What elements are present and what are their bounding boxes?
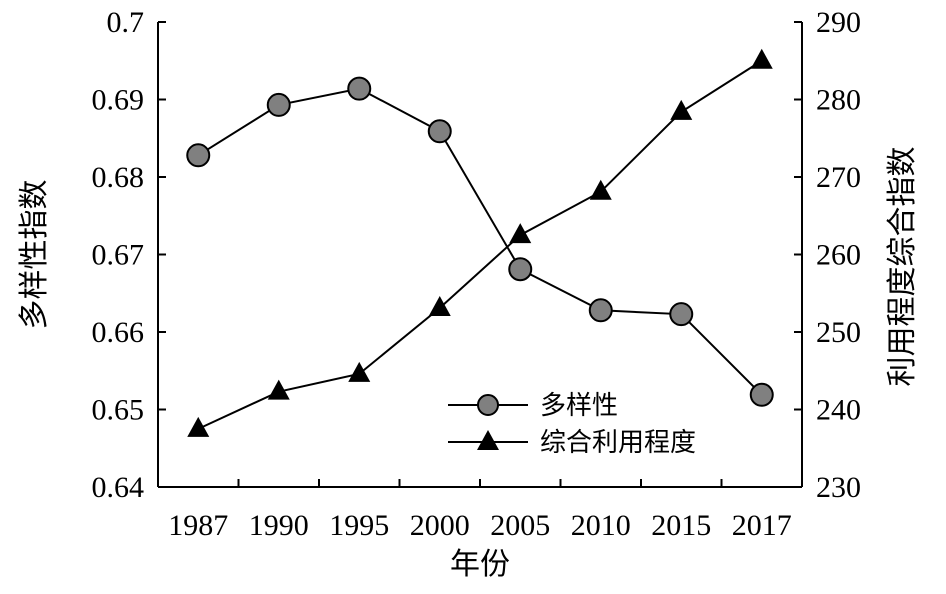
y-left-tick-label: 0.65: [92, 394, 145, 427]
legend-label: 多样性: [540, 391, 618, 421]
legend-label: 综合利用程度: [540, 428, 696, 458]
y-left-tick-label: 0.67: [92, 239, 145, 272]
data-point-circle: [347, 76, 372, 101]
y-right-tick-label: 230: [816, 471, 861, 504]
y-right-tick-label: 250: [816, 316, 861, 349]
x-tick-label: 1995: [329, 509, 389, 542]
y-left-tick-label: 0.7: [107, 6, 145, 39]
data-point-triangle: [267, 379, 290, 400]
data-point-circle: [669, 302, 694, 327]
series-markers: [186, 48, 774, 437]
x-tick-label: 2005: [490, 509, 550, 542]
y-left-tick-label: 0.66: [92, 316, 145, 349]
data-point-circle: [266, 92, 291, 117]
data-point-circle: [186, 143, 211, 168]
y-right-tick-label: 260: [816, 239, 861, 272]
y-right-tick-label: 240: [816, 394, 861, 427]
legend-circle-marker: [477, 394, 499, 416]
data-point-triangle: [509, 223, 532, 244]
y-left-tick-label: 0.64: [92, 471, 145, 504]
x-tick-label: 2015: [651, 509, 711, 542]
x-tick-label: 2000: [410, 509, 470, 542]
tick-marks: [157, 21, 803, 488]
y-right-tick-label: 270: [816, 161, 861, 194]
data-point-triangle: [428, 295, 451, 316]
series-lines: [197, 59, 763, 430]
data-point-triangle: [670, 99, 693, 120]
data-point-triangle: [589, 179, 612, 200]
y-right-tick-label: 290: [816, 6, 861, 39]
data-point-circle: [588, 298, 613, 323]
x-tick-label: 1987: [168, 509, 228, 542]
data-point-circle: [427, 119, 452, 144]
data-point-circle: [749, 382, 774, 407]
y-right-tick-label: 280: [816, 84, 861, 117]
x-tick-label: 2017: [732, 509, 792, 542]
data-point-triangle: [187, 416, 210, 437]
series-line-2: [197, 59, 763, 430]
data-point-triangle: [348, 361, 371, 382]
x-tick-label: 1990: [249, 509, 309, 542]
y-axis-right-title: 利用程度综合指数: [885, 147, 920, 387]
axes: [157, 22, 803, 488]
x-axis-title: 年份: [450, 547, 510, 582]
data-point-triangle: [750, 48, 773, 69]
y-axis-left-title: 多样性指数: [17, 180, 52, 330]
series-line-1: [197, 87, 763, 396]
data-point-circle: [508, 257, 533, 282]
tick-labels: 0.64 0.65 0.66 0.67 0.68 0.69 0.7 230 240 250 260 2…: [92, 6, 862, 542]
x-tick-label: 2010: [571, 509, 631, 542]
y-left-tick-label: 0.69: [92, 84, 145, 117]
y-left-tick-label: 0.68: [92, 161, 145, 194]
legend-triangle-marker: [477, 430, 499, 450]
